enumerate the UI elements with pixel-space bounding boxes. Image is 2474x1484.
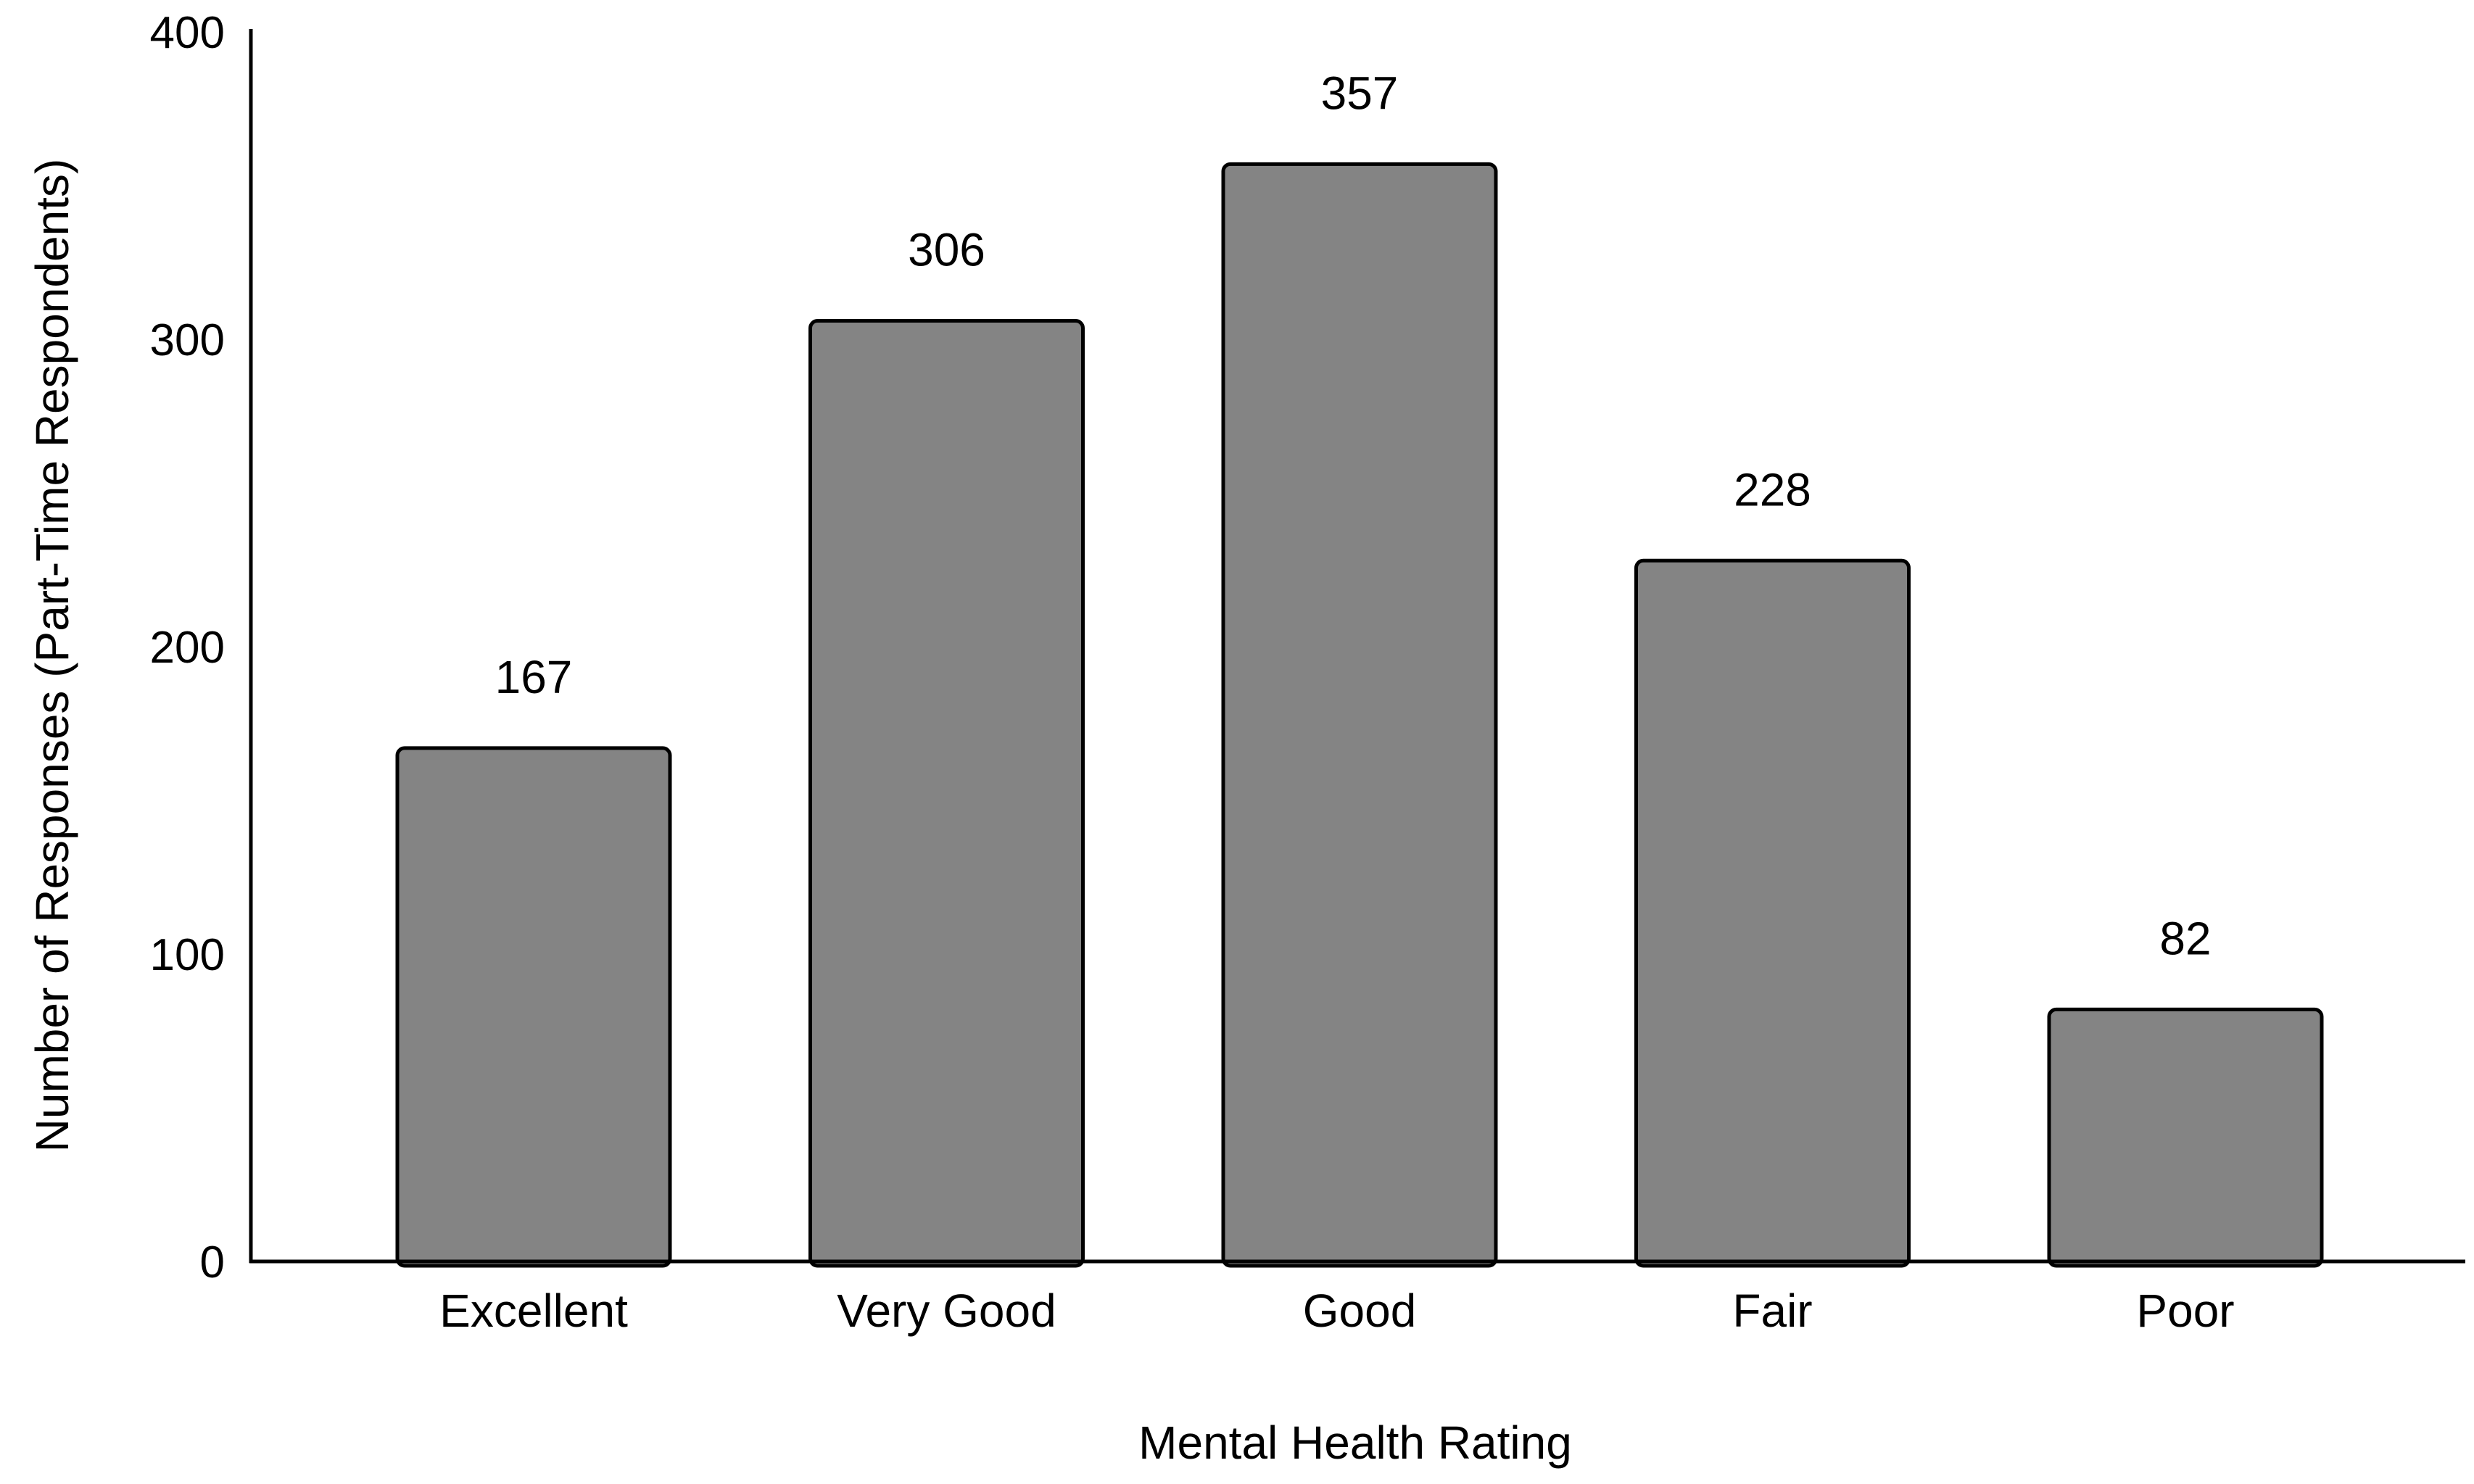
bar-value-label: 82 [2159,912,2211,964]
x-category-label: Poor [2136,1285,2234,1337]
x-axis-category-labels: Excellent Very Good Good Fair Poor [439,1285,2234,1337]
x-category-label: Very Good [837,1285,1056,1337]
y-axis-title: Number of Responses (Part-Time Responden… [26,159,78,1153]
x-category-label: Good [1303,1285,1417,1337]
x-category-label: Excellent [439,1285,628,1337]
bar-excellent [395,746,672,1268]
x-category-label: Fair [1732,1285,1812,1337]
bar-value-label: 357 [1321,67,1399,119]
bar-fair [1634,558,1911,1268]
x-axis-title: Mental Health Rating [1138,1417,1572,1469]
y-tick-label: 400 [150,8,225,58]
y-tick-label: 0 [200,1238,225,1288]
y-tick-label: 200 [150,623,225,673]
y-tick-label: 300 [150,315,225,365]
y-tick-label: 100 [150,930,225,980]
bar-good [1221,162,1498,1268]
y-axis-ticks: 0 100 200 300 400 [150,8,225,1288]
bar-poor [2047,1007,2324,1268]
bar-value-label: 228 [1734,463,1811,515]
bars-group [395,162,2324,1268]
bar-value-label: 167 [495,651,573,703]
bar-very-good [808,319,1085,1268]
data-labels-group: 167 306 357 228 82 [495,67,2212,964]
bar-value-label: 306 [908,224,985,276]
